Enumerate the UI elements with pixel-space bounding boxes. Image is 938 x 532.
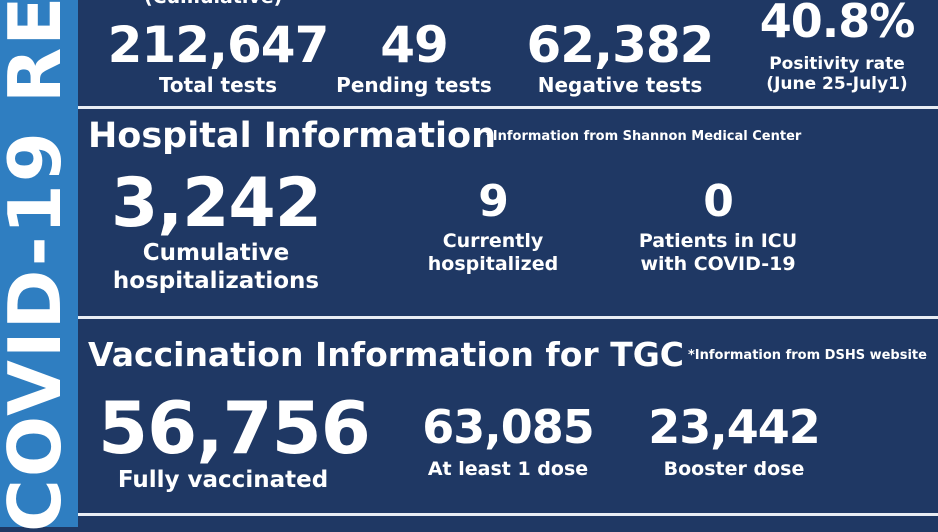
patients-in-icu-value: 0: [703, 176, 734, 227]
currently-hospitalized-label-1: Currently: [442, 230, 544, 252]
testing-heading-fragment: (Cumulative): [144, 0, 282, 8]
at-least-one-dose-value: 63,085: [422, 400, 595, 454]
stat-booster-dose: 23,442 Booster dose: [634, 404, 834, 481]
patients-in-icu-label-1: Patients in ICU: [638, 230, 798, 252]
stat-fully-vaccinated: 56,756 Fully vaccinated: [98, 386, 371, 495]
currently-hospitalized-value: 9: [478, 176, 509, 227]
stat-negative-tests: 62,382 Negative tests: [522, 20, 718, 97]
cumulative-hospitalizations-label-1: Cumulative: [142, 240, 290, 266]
vaccination-heading: Vaccination Information for TGC: [88, 335, 685, 374]
pending-tests-value: 49: [380, 16, 449, 74]
section-divider: [78, 316, 938, 319]
section-divider: [78, 513, 938, 516]
total-tests-label: Total tests: [158, 73, 278, 97]
patients-in-icu-label-2: with COVID-19: [640, 252, 796, 275]
stat-currently-hospitalized: 9 Currently hospitalized: [408, 180, 578, 276]
stat-patients-in-icu: 0 Patients in ICU with COVID-19: [618, 180, 818, 276]
section-divider: [78, 106, 938, 109]
cumulative-hospitalizations-value: 3,242: [110, 164, 322, 243]
stat-pending-tests: 49 Pending tests: [334, 20, 494, 97]
hospital-heading: Hospital Information: [88, 116, 497, 156]
negative-tests-value: 62,382: [526, 16, 715, 74]
pending-tests-label: Pending tests: [336, 73, 492, 97]
stat-cumulative-hospitalizations: 3,242 Cumulative hospitalizations: [98, 170, 334, 295]
positivity-rate-label: Positivity rate: [769, 54, 905, 74]
vaccination-source-note: *Information from DSHS website: [688, 348, 927, 363]
fully-vaccinated-label: Fully vaccinated: [117, 467, 329, 493]
at-least-one-dose-label: At least 1 dose: [427, 458, 589, 480]
total-tests-value: 212,647: [107, 16, 330, 74]
currently-hospitalized-label-2: hospitalized: [427, 252, 559, 275]
sidebar-title: COVID-19 REPORT: [0, 0, 77, 532]
stat-positivity-rate: 40.8% Positivity rate (June 25-July1): [742, 0, 932, 95]
negative-tests-label: Negative tests: [537, 73, 703, 97]
positivity-rate-period: (June 25-July1): [766, 74, 908, 95]
report-panel: (Cumulative) 212,647 Total tests 49 Pend…: [78, 0, 938, 527]
stat-at-least-one-dose: 63,085 At least 1 dose: [408, 404, 608, 481]
stat-total-tests: 212,647 Total tests: [100, 20, 336, 97]
booster-dose-value: 23,442: [648, 400, 821, 454]
sidebar-band: COVID-19 REPORT: [0, 0, 78, 532]
positivity-rate-value: 40.8%: [759, 0, 916, 48]
booster-dose-label: Booster dose: [663, 458, 805, 480]
hospital-source-note: *Information from Shannon Medical Center: [486, 129, 802, 144]
cumulative-hospitalizations-label-2: hospitalizations: [112, 267, 320, 294]
fully-vaccinated-value: 56,756: [98, 386, 371, 470]
